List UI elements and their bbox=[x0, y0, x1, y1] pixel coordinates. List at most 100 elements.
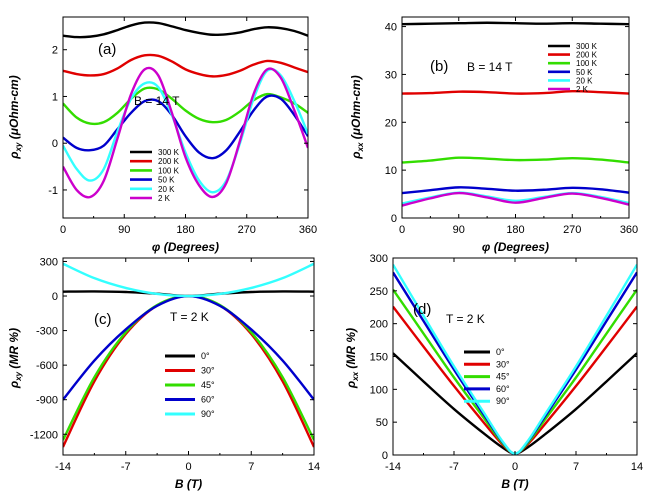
series-line-2K bbox=[402, 191, 629, 207]
series-line-50K bbox=[63, 94, 308, 160]
legend-label: 2 K bbox=[576, 85, 589, 94]
y-tick-label: 0 bbox=[382, 450, 388, 462]
legend-label: 45° bbox=[201, 380, 215, 390]
y-axis-label: ρxx (μOhm-cm) bbox=[349, 75, 365, 159]
legend-label: 30° bbox=[496, 359, 510, 369]
series-line-90 bbox=[393, 263, 637, 455]
y-axis-label: ρxy (MR %) bbox=[7, 328, 23, 389]
x-tick-label: 270 bbox=[563, 224, 581, 236]
legend-label: 50 K bbox=[158, 176, 175, 185]
series-line-300K bbox=[402, 21, 629, 26]
legend-label: 50 K bbox=[576, 68, 593, 77]
y-tick-label: 20 bbox=[385, 117, 397, 129]
condition-label: T = 2 K bbox=[446, 312, 485, 326]
legend-label: 20 K bbox=[576, 76, 593, 85]
x-tick-label: 7 bbox=[248, 461, 254, 473]
x-tick-label: 0 bbox=[185, 461, 191, 473]
y-axis-label: ρxx (MR %) bbox=[344, 328, 360, 389]
panel-label: (b) bbox=[430, 58, 448, 75]
x-tick-label: 0 bbox=[399, 224, 405, 236]
x-tick-label: -7 bbox=[449, 461, 459, 473]
y-tick-label: -600 bbox=[36, 360, 58, 372]
series-line-2K bbox=[63, 66, 308, 199]
series-line-100K bbox=[63, 86, 308, 126]
y-tick-label: 100 bbox=[370, 384, 388, 396]
y-tick-label: 150 bbox=[370, 352, 388, 364]
panel-label: (a) bbox=[98, 41, 116, 58]
legend-label: 0° bbox=[496, 347, 505, 357]
y-tick-label: 0 bbox=[52, 138, 58, 150]
x-tick-label: -14 bbox=[55, 461, 71, 473]
panel-d: -14 -7 0 7 14 0 50 100 150 200 250 300 B (T) ρxx (MR … bbox=[344, 253, 643, 491]
legend: 0° 30° 45° 60° 90° bbox=[165, 351, 215, 419]
y-tick-label: -1200 bbox=[30, 429, 58, 441]
series-line-90 bbox=[63, 262, 314, 298]
legend-label: 100 K bbox=[158, 166, 180, 175]
series-line-100K bbox=[402, 156, 629, 164]
x-tick-label: 90 bbox=[118, 224, 130, 236]
series-line-20K bbox=[63, 67, 308, 194]
condition-label: B = 14 T bbox=[134, 94, 180, 108]
legend-label: 200 K bbox=[158, 157, 180, 166]
y-tick-label: -900 bbox=[36, 395, 58, 407]
y-tick-label: 0 bbox=[52, 291, 58, 303]
panel-b: 0 90 180 270 360 0 10 20 30 40 φ (Degrees) ρxx (μOh… bbox=[349, 16, 638, 254]
x-tick-label: -14 bbox=[385, 461, 401, 473]
x-tick-label: 0 bbox=[512, 461, 518, 473]
legend-label: 300 K bbox=[576, 42, 598, 51]
legend-label: 60° bbox=[201, 395, 215, 405]
panel-label: (d) bbox=[413, 301, 431, 318]
y-tick-label: 300 bbox=[40, 256, 58, 268]
x-axis-label: φ (Degrees) bbox=[482, 240, 549, 254]
legend-label: 30° bbox=[201, 366, 215, 376]
series-line-0 bbox=[393, 352, 637, 455]
x-tick-label: 14 bbox=[631, 461, 643, 473]
panel-a: 0 90 180 270 360 -1 0 1 2 φ (Degrees) ρxy (μOhm-cm… bbox=[7, 16, 317, 254]
series-line-50K bbox=[402, 186, 629, 195]
y-tick-label: 40 bbox=[385, 22, 397, 34]
x-tick-label: 180 bbox=[506, 224, 524, 236]
series-line-300K bbox=[63, 21, 308, 39]
series-line-200K bbox=[402, 89, 629, 95]
y-axis-label: ρxy (μOhm-cm) bbox=[7, 75, 23, 159]
x-tick-label: -7 bbox=[121, 461, 131, 473]
legend-label: 2 K bbox=[158, 194, 171, 203]
y-tick-label: 200 bbox=[370, 319, 388, 331]
x-tick-label: 90 bbox=[453, 224, 465, 236]
y-tick-label: 250 bbox=[370, 286, 388, 298]
x-axis-label: φ (Degrees) bbox=[152, 240, 219, 254]
y-tick-label: 10 bbox=[385, 165, 397, 177]
x-tick-label: 0 bbox=[60, 224, 66, 236]
x-axis-label: B (T) bbox=[501, 477, 528, 491]
legend-label: 100 K bbox=[576, 59, 598, 68]
x-tick-label: 270 bbox=[238, 224, 256, 236]
y-tick-label: -1 bbox=[48, 185, 58, 197]
y-tick-label: 50 bbox=[376, 417, 388, 429]
legend-label: 300 K bbox=[158, 148, 180, 157]
legend: 0° 30° 45° 60° 90° bbox=[464, 347, 510, 406]
series-line-60 bbox=[393, 271, 637, 455]
y-tick-label: 0 bbox=[391, 213, 397, 225]
legend-label: 90° bbox=[201, 409, 215, 419]
y-tick-label: -300 bbox=[36, 326, 58, 338]
legend-label: 20 K bbox=[158, 185, 175, 194]
legend-label: 0° bbox=[201, 351, 210, 361]
legend-label: 200 K bbox=[576, 51, 598, 60]
x-tick-label: 14 bbox=[308, 461, 320, 473]
x-tick-label: 360 bbox=[299, 224, 317, 236]
x-tick-label: 180 bbox=[176, 224, 194, 236]
x-tick-label: 7 bbox=[573, 461, 579, 473]
condition-label: T = 2 K bbox=[170, 310, 209, 324]
legend-label: 90° bbox=[496, 396, 510, 406]
y-tick-label: 2 bbox=[52, 45, 58, 57]
x-axis-label: B (T) bbox=[175, 477, 202, 491]
legend-label: 45° bbox=[496, 372, 510, 382]
panel-c: -14 -7 0 7 14 300 0 -300 -600 -900 -1200 B (T) ρxy (… bbox=[7, 256, 320, 491]
series-line-200K bbox=[63, 53, 308, 78]
y-tick-label: 1 bbox=[52, 91, 58, 103]
panel-label: (c) bbox=[94, 311, 112, 328]
y-tick-label: 300 bbox=[370, 253, 388, 265]
legend-label: 60° bbox=[496, 384, 510, 394]
